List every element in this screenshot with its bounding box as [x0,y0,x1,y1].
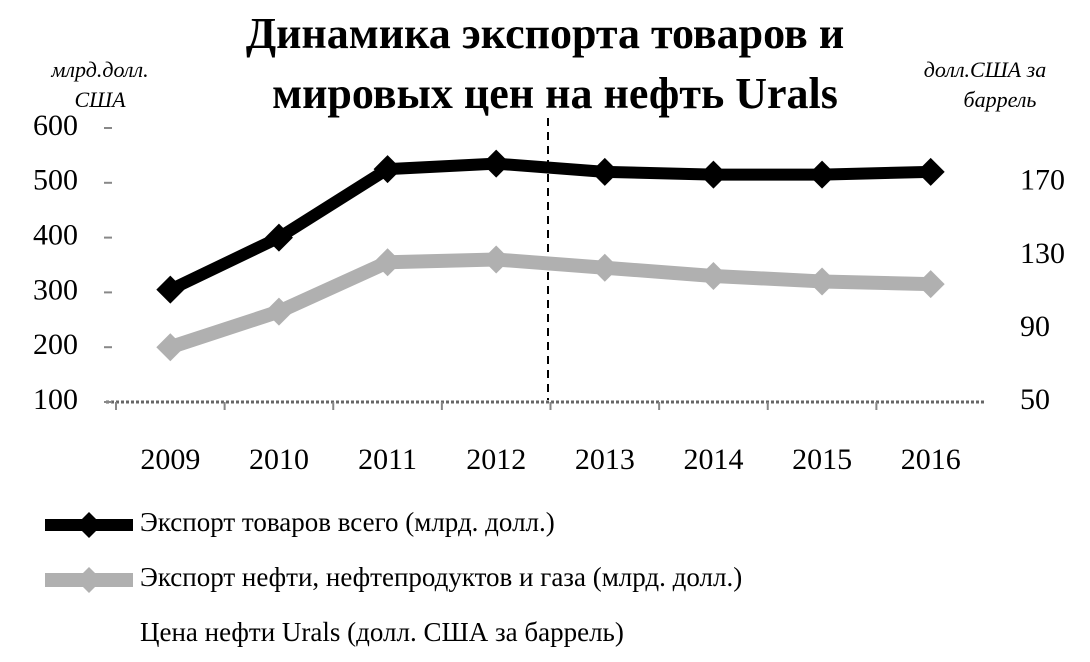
x-tick-label: 2016 [901,443,961,476]
y-tick-label: 100 [33,383,78,416]
marker [916,157,945,186]
x-tick-label: 2014 [683,443,743,476]
y-tick-label: 600 [33,109,78,142]
y2-tick-label: 90 [1020,310,1050,343]
marker [482,149,511,178]
y2-axis-label: баррель [964,87,1037,112]
x-tick-label: 2011 [358,443,417,476]
marker [156,333,185,362]
x-tick-label: 2010 [249,443,309,476]
marker [699,261,728,290]
y-tick-label: 400 [33,218,78,251]
chart-title: Динамика экспорта товаров и [246,9,844,58]
legend-label: Цена нефти Urals (долл. США за баррель) [140,617,624,647]
legend-label: Экспорт нефти, нефтепродуктов и газа (мл… [140,562,742,592]
marker [590,157,619,186]
y2-tick-label: 50 [1020,383,1050,416]
marker [156,275,185,304]
legend-marker [76,567,102,593]
legend-marker [76,512,102,538]
marker [590,253,619,282]
y2-axis-label: долл.США за [924,57,1046,82]
marker [916,270,945,299]
y-axis-label: млрд.долл. [50,57,148,82]
x-tick-label: 2015 [792,443,852,476]
marker [373,155,402,184]
series-line [168,252,931,354]
x-tick-label: 2012 [466,443,526,476]
y-tick-label: 500 [33,164,78,197]
marker [808,267,837,296]
legend-label: Экспорт товаров всего (млрд. долл.) [140,507,555,537]
marker [482,245,511,274]
y2-tick-label: 130 [1020,237,1065,270]
marker [699,160,728,189]
x-tick-label: 2009 [140,443,200,476]
y2-tick-label: 170 [1020,164,1065,197]
x-tick-label: 2013 [575,443,635,476]
marker [264,297,293,326]
marker [808,160,837,189]
y-axis-label: США [74,87,126,112]
series-line [167,157,931,296]
chart-title: мировых цен на нефть Urals [272,69,838,118]
y-tick-label: 300 [33,273,78,306]
marker [264,223,293,252]
y-tick-label: 200 [33,328,78,361]
marker [373,248,402,277]
